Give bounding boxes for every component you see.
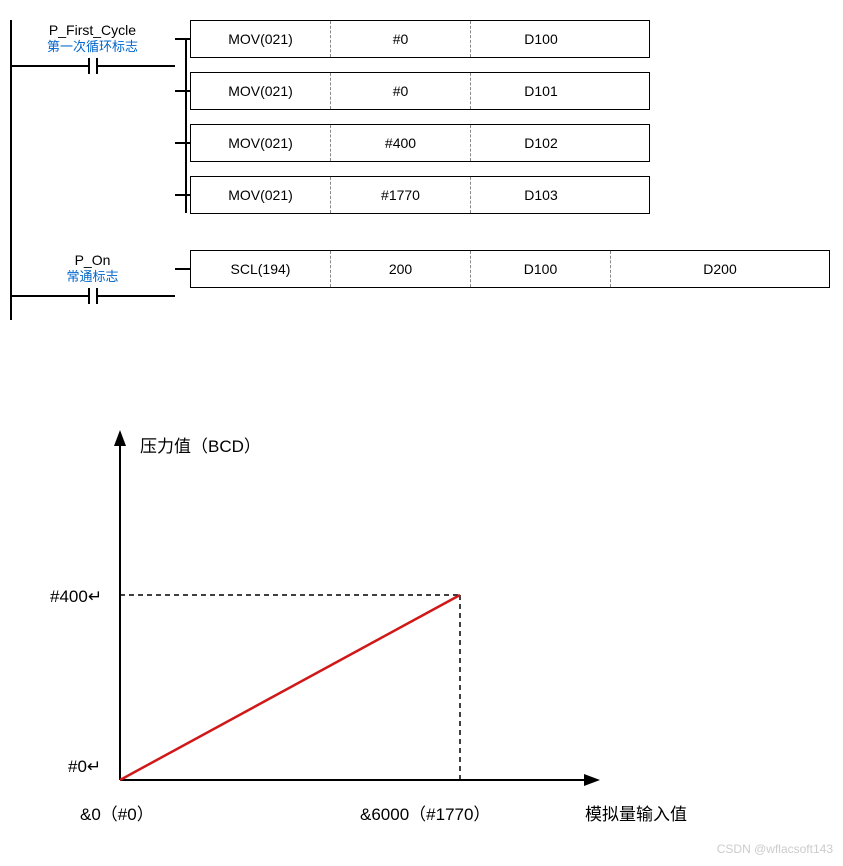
instruction-row: MOV(021) #400 D102 [175,124,833,162]
param-cell: D101 [471,73,611,109]
mov-instruction: MOV(021) #400 D102 [190,124,650,162]
param-cell: D103 [471,177,611,213]
no-contact-symbol [10,56,175,76]
instruction-row: MOV(021) #0 D100 [175,20,833,58]
op-cell: MOV(021) [191,21,331,57]
watermark: CSDN @wflacsoft143 [717,842,833,856]
contact-name-cn: 第一次循环标志 [10,39,175,55]
no-contact-symbol [10,286,175,306]
y-tick-low: #0↵ [68,757,101,776]
scaling-chart: 压力值（BCD） 模拟量输入值 #400↵ #0↵ &0（#0） &6000（#… [30,420,710,840]
ladder-diagram: P_First_Cycle 第一次循环标志 MOV(021) #0 D100 M… [10,20,833,310]
instruction-stack: MOV(021) #0 D100 MOV(021) #0 D101 MOV(02… [175,20,833,214]
x-tick-high: &6000（#1770） [360,805,490,824]
param-cell: D100 [471,251,611,287]
scl-instruction: SCL(194) 200 D100 D200 [190,250,830,288]
contact-name-cn: 常通标志 [10,269,175,285]
x-axis-label: 模拟量输入值 [585,805,687,824]
data-line [120,595,460,780]
param-cell: #0 [331,73,471,109]
y-axis-label: 压力值（BCD） [140,437,261,456]
param-cell: #1770 [331,177,471,213]
op-cell: MOV(021) [191,73,331,109]
mov-instruction: MOV(021) #0 D100 [190,20,650,58]
x-axis-arrow-icon [584,774,600,786]
op-cell: SCL(194) [191,251,331,287]
rung-first-cycle: P_First_Cycle 第一次循环标志 MOV(021) #0 D100 M… [10,20,833,240]
contact-area: P_First_Cycle 第一次循环标志 [10,20,175,76]
param-cell: #400 [331,125,471,161]
x-tick-low: &0（#0） [80,805,154,824]
y-tick-high: #400↵ [50,587,102,606]
contact-area: P_On 常通标志 [10,250,175,306]
op-cell: MOV(021) [191,177,331,213]
mov-instruction: MOV(021) #1770 D103 [190,176,650,214]
param-cell: D200 [611,251,829,287]
instruction-stack: SCL(194) 200 D100 D200 [175,250,833,288]
param-cell: 200 [331,251,471,287]
instruction-row: SCL(194) 200 D100 D200 [175,250,833,288]
y-axis-arrow-icon [114,430,126,446]
rung-p-on: P_On 常通标志 SCL(194) 200 D100 D200 [10,250,833,310]
mov-instruction: MOV(021) #0 D101 [190,72,650,110]
instruction-row: MOV(021) #1770 D103 [175,176,833,214]
chart-svg: 压力值（BCD） 模拟量输入值 #400↵ #0↵ &0（#0） &6000（#… [30,420,710,840]
param-cell: D100 [471,21,611,57]
op-cell: MOV(021) [191,125,331,161]
contact-name: P_On [10,252,175,269]
instruction-row: MOV(021) #0 D101 [175,72,833,110]
contact-name: P_First_Cycle [10,22,175,39]
param-cell: D102 [471,125,611,161]
param-cell: #0 [331,21,471,57]
